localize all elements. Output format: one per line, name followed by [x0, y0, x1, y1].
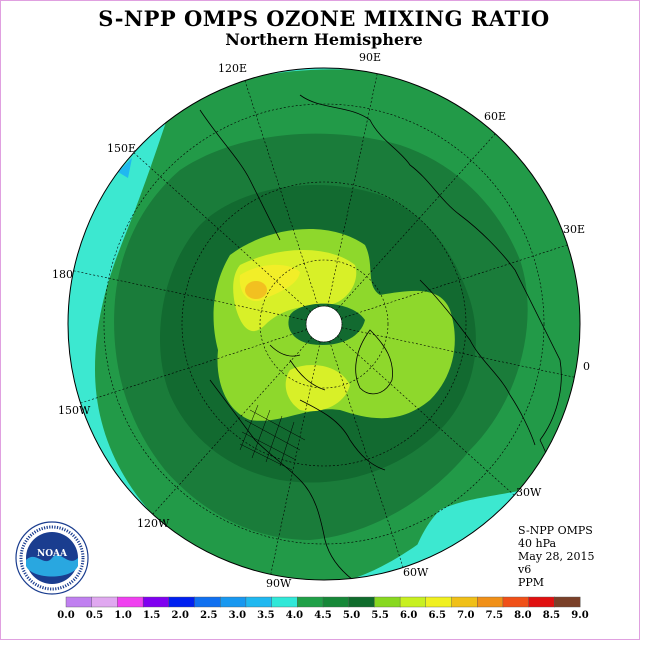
- state-lines-ns: [239, 404, 306, 471]
- legend-swatch: [117, 596, 144, 608]
- color-legend: 0.0 0.5 1.0 1.5 2.0 2.5 3.0 3.5 4.0 4.5 5.0 5.5 6.0 6…: [57, 596, 589, 621]
- legend-tick-label: 4.5: [314, 610, 331, 621]
- legend-swatch: [348, 596, 375, 608]
- figure-border: [0, 0, 640, 640]
- legend-tick-label: 1.0: [114, 610, 131, 621]
- legend-tick-label: 9.0: [571, 610, 588, 621]
- polar-data-gap-dots: [305, 305, 343, 343]
- lon-label-120w: 120W: [137, 517, 170, 530]
- info-block: S-NPP OMPS 40 hPa May 28, 2015 v6 PPM: [518, 524, 595, 589]
- legend-swatch: [374, 596, 401, 608]
- info-units: PPM: [518, 576, 545, 589]
- latitude-circle-50: [181, 181, 467, 467]
- page-title: S-NPP OMPS OZONE MIXING RATIO: [98, 6, 550, 31]
- color-legend-ticks: 0.0 0.5 1.0 1.5 2.0 2.5 3.0 3.5 4.0 4.5 5.0 5.5 6.0 6…: [57, 610, 588, 621]
- legend-tick-label: 1.5: [143, 610, 160, 621]
- info-level: 40 hPa: [518, 537, 557, 550]
- coastline-eurasia: [299, 94, 562, 441]
- info-version: v6: [518, 563, 532, 576]
- field-patch-150e: [118, 158, 132, 178]
- legend-swatch: [168, 596, 196, 608]
- noaa-logo: NOAA: [15, 521, 89, 595]
- field-band-7.0-7.5: [245, 281, 267, 299]
- legend-swatch: [65, 596, 93, 608]
- lon-label-0: 0: [583, 360, 590, 373]
- legend-tick-label: 5.0: [343, 610, 360, 621]
- color-legend-swatches: [65, 596, 581, 608]
- logo-ring-text: [19, 525, 85, 591]
- lon-label-120e: 120E: [218, 62, 248, 75]
- legend-tick-label: 6.0: [400, 610, 417, 621]
- lon-label-60e: 60E: [484, 110, 507, 123]
- field-band-6.0-6.5-b: [285, 365, 350, 412]
- legend-tick-label: 3.5: [257, 610, 274, 621]
- lon-label-150w: 150W: [58, 404, 91, 417]
- legend-tick-label: 3.0: [229, 610, 246, 621]
- legend-swatch: [554, 596, 581, 608]
- legend-tick-label: 5.5: [371, 610, 388, 621]
- coastline-greenland: [355, 329, 393, 395]
- graticule: [73, 73, 575, 575]
- legend-tick-label: 0.5: [86, 610, 103, 621]
- legend-swatch: [297, 596, 324, 608]
- legend-tick-label: 7.5: [486, 610, 503, 621]
- legend-tick-label: 6.5: [429, 610, 446, 621]
- lon-label-30e: 30E: [563, 223, 586, 236]
- lon-label-90e: 90E: [359, 51, 382, 64]
- us-state-boundaries: [239, 404, 306, 471]
- lon-label-90w: 90W: [266, 577, 292, 590]
- map-boundary: [67, 67, 581, 581]
- legend-swatch: [271, 596, 298, 608]
- legend-swatch: [502, 596, 530, 608]
- info-date: May 28, 2015: [518, 550, 595, 563]
- legend-swatch: [451, 596, 478, 608]
- legend-tick-label: 0.0: [57, 610, 74, 621]
- lon-label-60w: 60W: [403, 566, 429, 579]
- logo-text: NOAA: [37, 549, 68, 559]
- legend-tick-label: 2.5: [200, 610, 217, 621]
- legend-swatch: [425, 596, 452, 608]
- legend-tick-label: 8.5: [543, 610, 560, 621]
- legend-swatch: [245, 596, 273, 608]
- lon-label-180: 180: [52, 268, 73, 281]
- legend-swatch: [528, 596, 555, 608]
- legend-tick-label: 8.0: [514, 610, 531, 621]
- legend-tick-label: 7.0: [457, 610, 474, 621]
- lon-label-30w: 30W: [516, 486, 542, 499]
- coastline-north-america: [209, 379, 361, 580]
- legend-swatch: [399, 596, 427, 608]
- latitude-circle-70: [259, 259, 389, 389]
- info-instrument: S-NPP OMPS: [518, 524, 593, 537]
- page-subtitle: Northern Hemisphere: [225, 30, 423, 49]
- legend-swatch: [322, 596, 350, 608]
- legend-swatch: [91, 596, 118, 608]
- lon-label-150e: 150E: [107, 142, 137, 155]
- legend-tick-label: 2.0: [172, 610, 189, 621]
- legend-swatch: [194, 596, 221, 608]
- legend-swatch: [477, 596, 504, 608]
- legend-tick-label: 4.0: [286, 610, 303, 621]
- legend-swatch: [219, 596, 247, 608]
- coastline-na-east: [299, 399, 386, 471]
- logo-wave: [26, 555, 78, 577]
- legend-swatch: [142, 596, 170, 608]
- latitude-circle-30: [103, 103, 545, 545]
- coastline-asia-pacific: [199, 109, 281, 241]
- coastline-arctic-islands: [269, 344, 326, 391]
